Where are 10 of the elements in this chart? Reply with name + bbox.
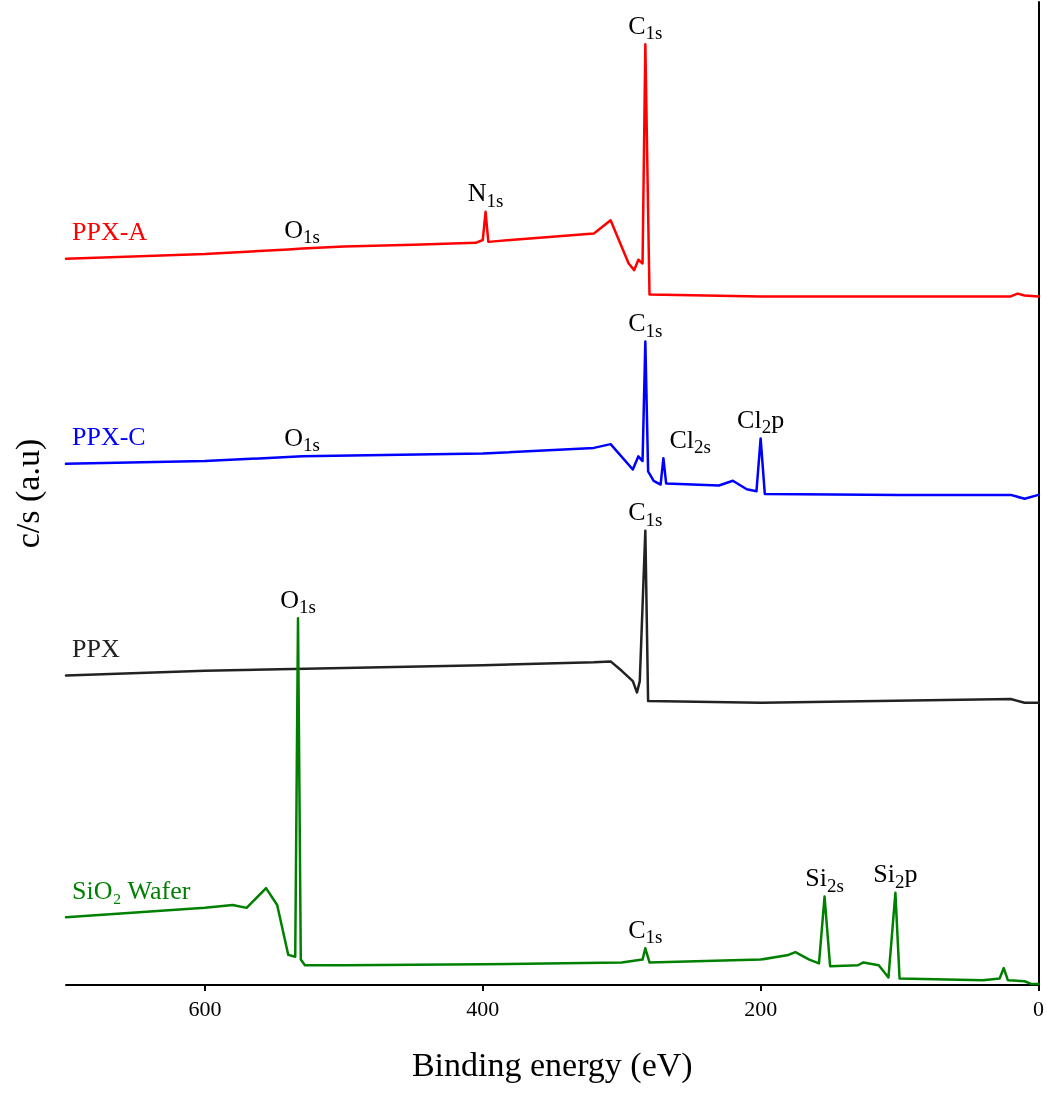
series-label: SiO₂ Wafer	[72, 875, 191, 905]
x-tick-label: 600	[188, 995, 222, 1021]
y-axis-title: c/s (a.u)	[8, 438, 47, 549]
x-axis-title: Binding energy (eV)	[411, 1045, 693, 1084]
x-tick-label: 400	[466, 995, 500, 1021]
x-tick-label: 0	[1033, 995, 1044, 1021]
series-label: PPX-A	[72, 217, 148, 247]
series-label: PPX	[72, 634, 120, 664]
x-tick-label: 200	[744, 995, 778, 1021]
series-label: PPX-C	[72, 422, 146, 452]
